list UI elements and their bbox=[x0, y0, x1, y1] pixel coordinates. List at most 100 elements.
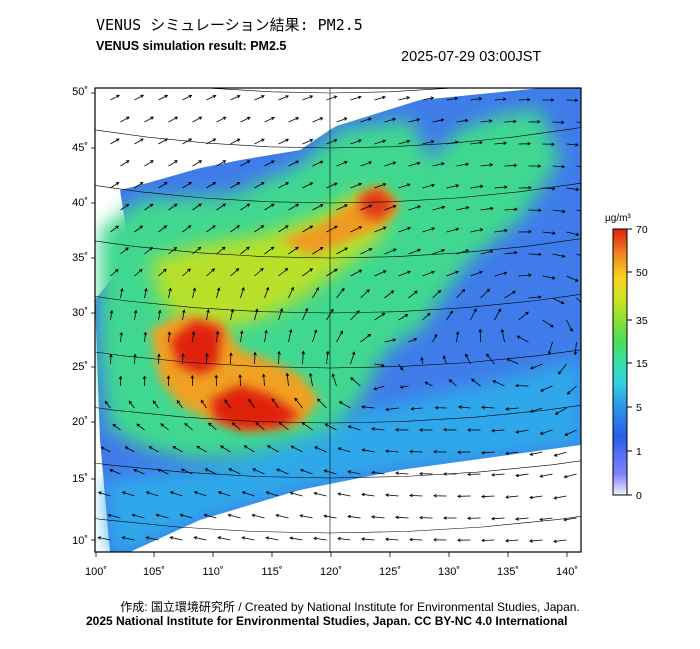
wind-arrow bbox=[432, 333, 438, 343]
wind-arrow bbox=[158, 268, 167, 277]
wind-arrow bbox=[204, 468, 217, 475]
wind-arrow bbox=[338, 401, 351, 409]
wind-arrow bbox=[254, 95, 265, 101]
north-china-peak bbox=[360, 188, 395, 220]
wind-arrow bbox=[176, 399, 183, 409]
wind-arrow bbox=[566, 98, 579, 103]
wind-arrow bbox=[144, 160, 154, 167]
wind-arrow bbox=[529, 407, 543, 413]
wind-arrow bbox=[110, 94, 120, 101]
axis-ticks bbox=[91, 92, 568, 557]
wind-arrow bbox=[552, 297, 565, 305]
wind-arrow bbox=[158, 138, 169, 145]
wind-arrow bbox=[384, 161, 397, 167]
wind-arrow bbox=[422, 270, 435, 277]
wind-arrow bbox=[120, 160, 130, 167]
lon-label: 110˚ bbox=[202, 566, 223, 578]
wind-arrow bbox=[518, 141, 532, 146]
wind-arrow bbox=[434, 405, 447, 410]
lat-label: 40˚ bbox=[72, 197, 88, 209]
wind-arrow bbox=[494, 97, 507, 102]
wind-arrow bbox=[230, 308, 234, 321]
wind-arrow bbox=[253, 351, 257, 365]
wind-arrow bbox=[240, 287, 245, 299]
wind-arrow bbox=[240, 203, 251, 211]
wind-arrow bbox=[374, 139, 387, 145]
south-china-peak-east bbox=[210, 385, 300, 430]
wind-arrow bbox=[104, 400, 111, 409]
wind-arrow bbox=[408, 205, 421, 211]
wind-arrow bbox=[109, 469, 121, 475]
wind-arrow bbox=[248, 398, 255, 409]
wind-arrow bbox=[384, 290, 395, 299]
wind-arrow bbox=[229, 352, 233, 365]
wind-arrow bbox=[191, 330, 196, 343]
wind-arrow bbox=[288, 246, 299, 255]
wind-arrow bbox=[326, 182, 338, 189]
wind-arrow bbox=[542, 98, 555, 102]
wind-arrow bbox=[217, 536, 231, 541]
wind-arrow bbox=[481, 405, 495, 410]
lon-label: 125˚ bbox=[379, 566, 401, 578]
wind-arrow bbox=[408, 248, 422, 255]
wind-arrow bbox=[192, 160, 203, 167]
wind-arrow bbox=[518, 311, 529, 321]
wind-arrow bbox=[347, 425, 361, 431]
wind-arrow bbox=[158, 94, 169, 101]
wind-arrow bbox=[118, 375, 123, 387]
wind-arrow bbox=[494, 228, 508, 233]
copyright-line: 2025 National Institute for Environmenta… bbox=[86, 614, 568, 628]
wind-arrow bbox=[529, 539, 543, 543]
wind-arrow bbox=[576, 121, 581, 123]
wind-arrow bbox=[308, 372, 313, 387]
wind-arrow bbox=[446, 140, 459, 145]
wind-arrow bbox=[504, 251, 518, 255]
wind-arrow bbox=[288, 160, 300, 167]
wind-arrow bbox=[302, 307, 309, 321]
wind-arrow bbox=[216, 160, 227, 167]
colorbar-tick: 35 bbox=[636, 315, 648, 327]
wind-arrow bbox=[494, 308, 501, 321]
wind-arrow bbox=[312, 117, 324, 123]
wind-arrow bbox=[110, 138, 120, 145]
wind-arrow bbox=[446, 227, 460, 233]
timestamp: 2025-07-29 03:00JST bbox=[401, 49, 542, 65]
wind-arrow bbox=[182, 268, 191, 277]
wind-arrow bbox=[350, 182, 363, 189]
wind-arrow bbox=[240, 116, 251, 123]
wind-arrow bbox=[398, 96, 411, 101]
no-data-south bbox=[95, 445, 581, 552]
wind-arrow bbox=[152, 400, 159, 409]
wind-arrow bbox=[262, 373, 266, 387]
wind-arrow bbox=[160, 423, 169, 431]
wind-arrow bbox=[566, 319, 573, 332]
lat-label: 15˚ bbox=[72, 473, 88, 485]
wind-arrow bbox=[573, 341, 578, 356]
wind-arrow bbox=[121, 491, 135, 497]
wind-arrow bbox=[553, 495, 567, 500]
lat-label: 30˚ bbox=[72, 307, 88, 319]
wind-arrow bbox=[374, 363, 385, 368]
wind-arrow bbox=[491, 473, 505, 477]
wind-arrow bbox=[486, 353, 495, 365]
wind-arrow bbox=[446, 184, 460, 189]
wind-arrow bbox=[361, 537, 375, 541]
wind-arrow bbox=[206, 308, 210, 321]
wind-arrow bbox=[206, 268, 216, 277]
parallel-line bbox=[206, 88, 454, 94]
wind-arrow bbox=[374, 183, 387, 189]
wind-arrow bbox=[313, 536, 327, 541]
wind-arrow bbox=[494, 185, 508, 189]
wind-arrow bbox=[230, 181, 241, 189]
wind-arrow bbox=[336, 287, 345, 299]
wind-arrow bbox=[169, 536, 183, 541]
wind-arrow bbox=[128, 400, 135, 409]
wind-arrow bbox=[230, 225, 240, 233]
wind-arrow bbox=[470, 228, 484, 233]
no-data-north bbox=[95, 88, 581, 195]
wind-arrow bbox=[167, 331, 172, 343]
wind-arrow bbox=[192, 203, 202, 211]
wind-arrow bbox=[539, 429, 553, 435]
wind-arrow bbox=[214, 374, 219, 387]
wind-arrow bbox=[208, 422, 217, 431]
